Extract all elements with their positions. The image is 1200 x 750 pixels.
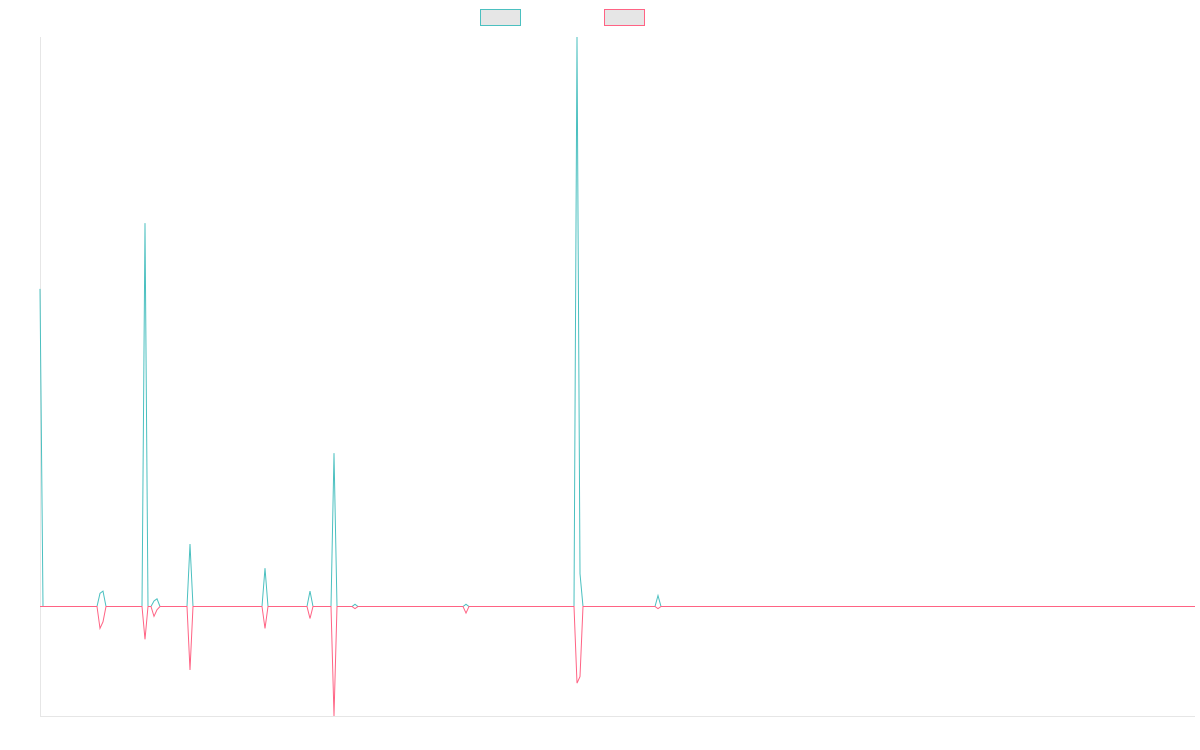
axes (40, 37, 1195, 717)
series-group (39, 36, 1195, 717)
series-line-2 (40, 605, 1195, 717)
series-line-1 (39, 36, 1195, 607)
legend-swatch-2[interactable] (604, 9, 645, 26)
legend[interactable] (480, 9, 645, 26)
legend-swatch-1[interactable] (480, 9, 521, 26)
